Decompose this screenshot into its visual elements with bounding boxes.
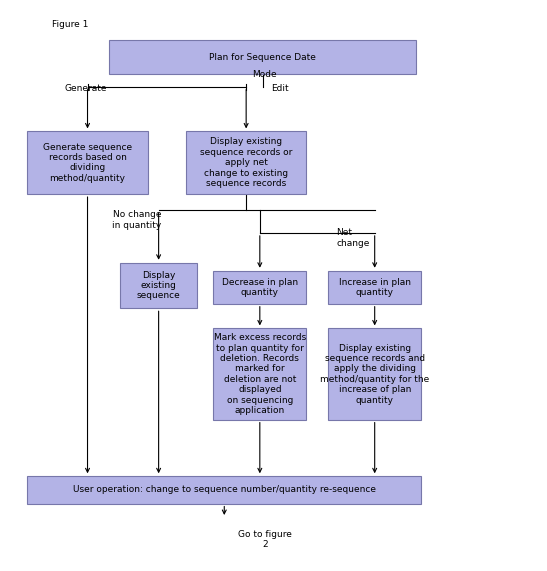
Text: Plan for Sequence Date: Plan for Sequence Date	[209, 53, 316, 62]
FancyBboxPatch shape	[109, 40, 416, 74]
Text: Display
existing
sequence: Display existing sequence	[137, 271, 181, 300]
Text: Display existing
sequence records or
apply net
change to existing
sequence recor: Display existing sequence records or app…	[200, 138, 292, 188]
Text: Generate: Generate	[64, 84, 107, 93]
FancyBboxPatch shape	[328, 328, 421, 420]
FancyBboxPatch shape	[328, 271, 421, 304]
Text: Go to figure
2: Go to figure 2	[238, 530, 292, 549]
Text: Display existing
sequence records and
apply the dividing
method/quantity for the: Display existing sequence records and ap…	[320, 344, 429, 404]
FancyBboxPatch shape	[120, 263, 197, 308]
FancyBboxPatch shape	[213, 328, 306, 420]
FancyBboxPatch shape	[213, 271, 306, 304]
Text: No change
in quantity: No change in quantity	[112, 210, 161, 230]
FancyBboxPatch shape	[27, 131, 148, 194]
FancyBboxPatch shape	[27, 476, 421, 504]
FancyBboxPatch shape	[186, 131, 306, 194]
Text: Mode: Mode	[252, 70, 277, 79]
Text: Generate sequence
records based on
dividing
method/quantity: Generate sequence records based on divid…	[43, 143, 132, 183]
Text: Net
change: Net change	[336, 228, 370, 248]
Text: Decrease in plan
quantity: Decrease in plan quantity	[222, 278, 298, 297]
Text: Edit: Edit	[271, 84, 288, 93]
Text: Increase in plan
quantity: Increase in plan quantity	[339, 278, 411, 297]
Text: Figure 1: Figure 1	[52, 20, 88, 29]
Text: Mark excess records
to plan quantity for
deletion. Records
marked for
deletion a: Mark excess records to plan quantity for…	[214, 333, 306, 415]
Text: User operation: change to sequence number/quantity re-sequence: User operation: change to sequence numbe…	[73, 485, 376, 494]
